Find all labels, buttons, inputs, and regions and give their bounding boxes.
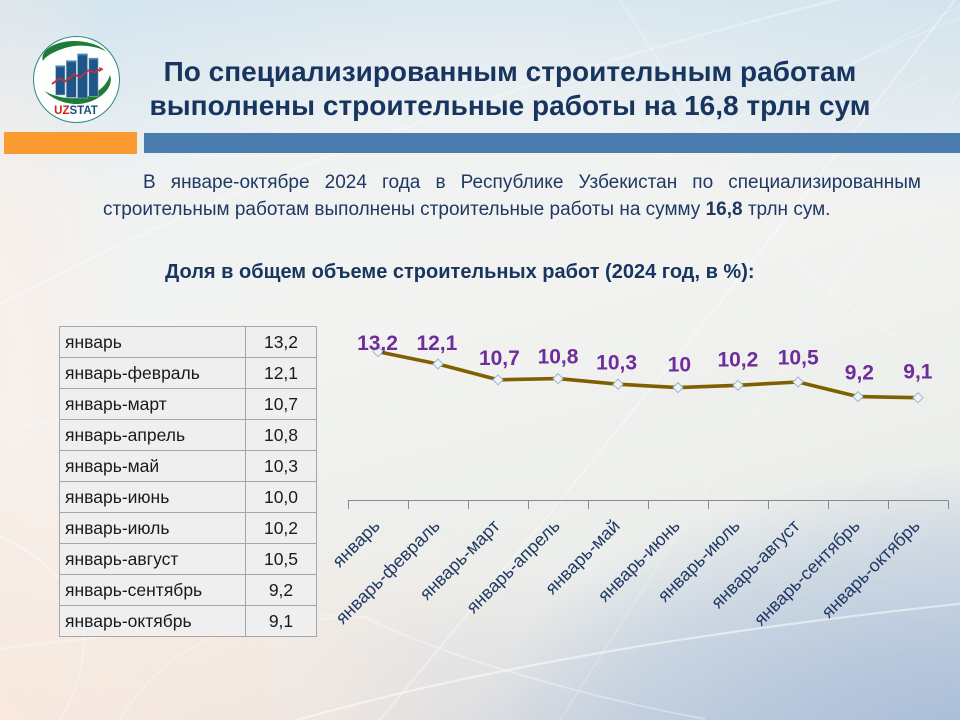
svg-text:9,1: 9,1: [903, 361, 933, 384]
svg-text:UZSTAT: UZSTAT: [54, 105, 98, 117]
svg-text:январь-февраль: январь-февраль: [332, 516, 444, 628]
svg-text:10,3: 10,3: [596, 352, 637, 375]
svg-text:9,2: 9,2: [845, 362, 874, 385]
svg-text:10: 10: [668, 354, 691, 377]
svg-text:10,7: 10,7: [479, 347, 520, 370]
svg-text:10,5: 10,5: [778, 347, 819, 370]
svg-text:январь-сентябрь: январь-сентябрь: [750, 516, 864, 630]
svg-text:10,2: 10,2: [717, 349, 758, 372]
svg-text:10,8: 10,8: [538, 346, 579, 369]
svg-text:13,2: 13,2: [357, 332, 398, 355]
svg-text:12,1: 12,1: [416, 332, 457, 355]
svg-text:январь: январь: [328, 516, 383, 571]
